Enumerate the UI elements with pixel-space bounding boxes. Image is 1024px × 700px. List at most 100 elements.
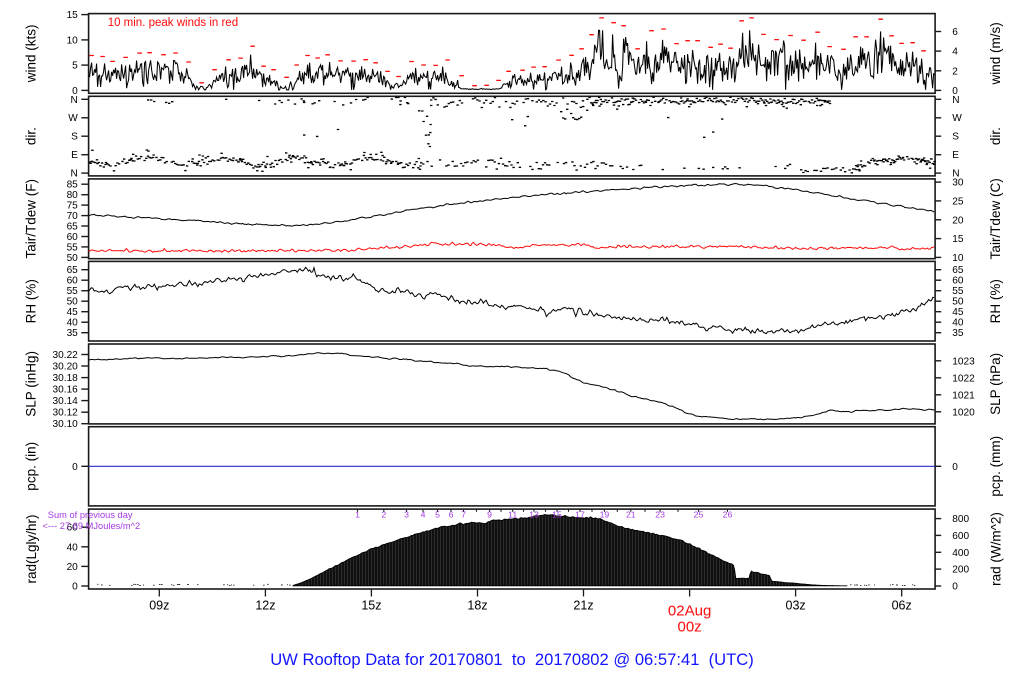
svg-text:30.16: 30.16 [53, 385, 79, 396]
svg-text:Tair/Tdew (F): Tair/Tdew (F) [24, 179, 39, 259]
svg-text:13: 13 [529, 509, 539, 519]
svg-text:dir.: dir. [988, 127, 1003, 145]
svg-text:60: 60 [952, 276, 964, 287]
svg-text:50: 50 [67, 253, 79, 264]
svg-text:55: 55 [67, 286, 79, 297]
svg-text:wind (kts): wind (kts) [24, 25, 39, 84]
svg-text:10: 10 [952, 253, 964, 264]
svg-text:rad(Lgly/hr): rad(Lgly/hr) [24, 514, 39, 583]
svg-text:1023: 1023 [952, 356, 975, 367]
svg-text:6: 6 [449, 509, 454, 519]
svg-text:60: 60 [67, 276, 79, 287]
svg-text:0: 0 [952, 462, 958, 473]
svg-text:wind (m/s): wind (m/s) [988, 22, 1003, 85]
svg-text:800: 800 [952, 514, 969, 525]
svg-text:1: 1 [355, 509, 360, 519]
svg-text:0: 0 [72, 582, 78, 593]
svg-text:55: 55 [67, 242, 79, 253]
svg-text:SLP (hPa): SLP (hPa) [988, 353, 1003, 415]
svg-text:W: W [952, 113, 962, 124]
svg-text:S: S [952, 132, 959, 143]
svg-text:E: E [71, 150, 78, 161]
svg-text:50: 50 [67, 297, 79, 308]
svg-text:dir.: dir. [24, 127, 39, 145]
svg-text:9: 9 [487, 509, 492, 519]
svg-text:85: 85 [67, 180, 79, 191]
svg-text:<--- 27.69 MJoules/m^2: <--- 27.69 MJoules/m^2 [43, 521, 141, 531]
svg-text:02Aug: 02Aug [668, 602, 711, 619]
svg-text:0: 0 [72, 462, 78, 473]
svg-text:17: 17 [575, 509, 585, 519]
svg-text:2: 2 [381, 509, 386, 519]
svg-text:30.10: 30.10 [53, 419, 79, 430]
svg-text:12z: 12z [255, 599, 275, 613]
svg-text:0: 0 [952, 86, 958, 97]
svg-text:S: S [71, 132, 78, 143]
svg-text:1021: 1021 [952, 390, 975, 401]
svg-text:26: 26 [723, 509, 733, 519]
svg-text:00z: 00z [678, 619, 702, 636]
svg-text:0: 0 [72, 86, 78, 97]
svg-text:30.14: 30.14 [53, 396, 79, 407]
svg-text:5: 5 [435, 509, 440, 519]
svg-text:35: 35 [952, 328, 964, 339]
svg-text:1022: 1022 [952, 373, 975, 384]
svg-text:21: 21 [626, 509, 636, 519]
svg-text:600: 600 [952, 531, 969, 542]
svg-text:SLP (inHg): SLP (inHg) [24, 351, 39, 417]
svg-text:15z: 15z [361, 599, 381, 613]
svg-text:30: 30 [952, 178, 964, 189]
svg-text:15: 15 [952, 234, 964, 245]
svg-text:30.12: 30.12 [53, 408, 79, 419]
svg-text:N: N [71, 95, 78, 106]
svg-text:UW Rooftop Data for 20170801: UW Rooftop Data for 20170801 to 20170802… [270, 650, 754, 669]
svg-text:W: W [68, 113, 78, 124]
svg-text:45: 45 [952, 307, 964, 318]
svg-text:N: N [71, 169, 78, 180]
svg-text:pcp. (mm): pcp. (mm) [988, 436, 1003, 497]
svg-text:25: 25 [694, 509, 704, 519]
svg-text:400: 400 [952, 548, 969, 559]
svg-text:09z: 09z [149, 599, 169, 613]
svg-text:65: 65 [67, 265, 79, 276]
svg-text:35: 35 [67, 328, 79, 339]
svg-text:7: 7 [461, 509, 466, 519]
svg-text:30.20: 30.20 [53, 362, 79, 373]
svg-text:5: 5 [72, 61, 78, 72]
svg-text:40: 40 [952, 318, 964, 329]
svg-text:75: 75 [67, 201, 79, 212]
svg-text:pcp. (in): pcp. (in) [24, 442, 39, 491]
svg-text:65: 65 [67, 222, 79, 233]
svg-text:40: 40 [67, 542, 79, 553]
svg-text:3: 3 [404, 509, 409, 519]
svg-text:50: 50 [952, 297, 964, 308]
svg-text:10: 10 [67, 35, 79, 46]
svg-text:N: N [952, 95, 959, 106]
svg-text:23: 23 [655, 509, 665, 519]
svg-text:2: 2 [952, 66, 958, 77]
svg-text:25: 25 [952, 196, 964, 207]
svg-text:70: 70 [67, 211, 79, 222]
svg-text:18z: 18z [467, 599, 487, 613]
svg-text:40: 40 [67, 318, 79, 329]
svg-text:20: 20 [67, 562, 79, 573]
svg-text:N: N [952, 169, 959, 180]
svg-text:55: 55 [952, 286, 964, 297]
svg-text:45: 45 [67, 307, 79, 318]
svg-text:RH (%): RH (%) [24, 279, 39, 323]
svg-text:Sum of previous day: Sum of previous day [48, 510, 133, 520]
svg-text:21z: 21z [573, 599, 593, 613]
svg-text:1020: 1020 [952, 407, 975, 418]
svg-text:60: 60 [67, 232, 79, 243]
svg-text:10 min. peak winds in red: 10 min. peak winds in red [108, 17, 238, 29]
svg-text:4: 4 [952, 47, 958, 58]
svg-text:E: E [952, 150, 959, 161]
svg-text:15: 15 [552, 509, 562, 519]
svg-text:60: 60 [67, 523, 79, 534]
svg-text:30.18: 30.18 [53, 373, 79, 384]
svg-text:19: 19 [600, 509, 610, 519]
svg-text:Tair/Tdew (C): Tair/Tdew (C) [988, 178, 1003, 259]
svg-text:200: 200 [952, 565, 969, 576]
svg-text:06z: 06z [892, 599, 912, 613]
svg-text:rad (W/m^2): rad (W/m^2) [988, 512, 1003, 586]
